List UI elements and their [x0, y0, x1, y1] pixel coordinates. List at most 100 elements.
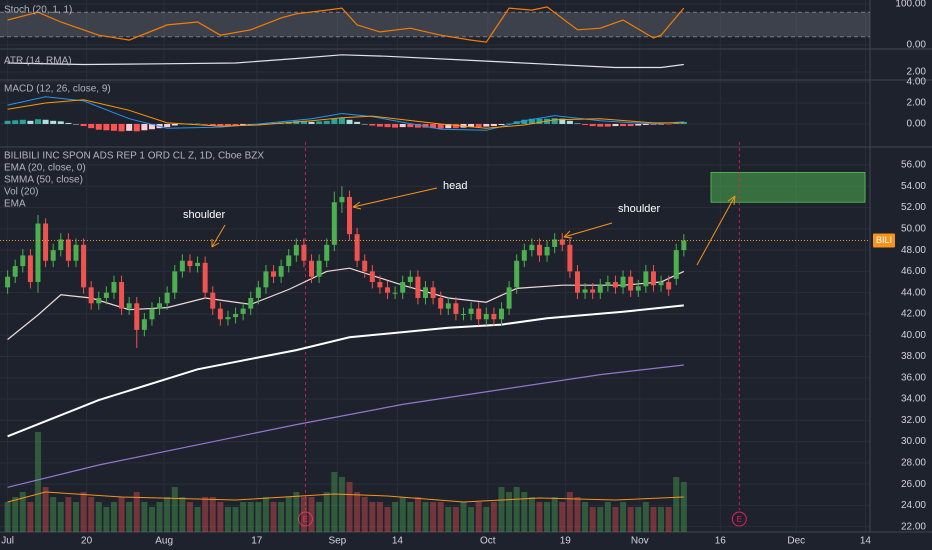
histogram-bar [12, 120, 19, 124]
candle-body [407, 276, 413, 283]
candle-body [392, 292, 398, 294]
y-tick-label: 4.00 [907, 77, 927, 88]
volume-bar [50, 497, 57, 532]
candle-body [141, 319, 147, 330]
histogram-bar [80, 123, 87, 127]
arrow-head [563, 230, 573, 239]
histogram-bar [133, 123, 140, 132]
annotation: shoulder [618, 203, 661, 215]
volume-bar [407, 502, 414, 532]
candle-body [293, 244, 299, 256]
volume-bar [354, 492, 361, 532]
legend-item: EMA (20, close, 0) [4, 163, 86, 174]
histogram-bar [437, 123, 444, 129]
candle-body [460, 313, 466, 315]
histogram-bar [506, 123, 513, 124]
histogram-bar [597, 123, 604, 127]
earnings-marker [297, 511, 313, 527]
y-tick-label: 24.00 [901, 500, 926, 511]
histogram-bar [126, 123, 133, 131]
y-tick-label: 36.00 [901, 372, 926, 383]
candle-body [574, 271, 580, 293]
volume-bar [247, 502, 254, 532]
histogram-bar [658, 123, 665, 125]
y-tick-label: 56.00 [901, 160, 926, 171]
band [0, 12, 870, 37]
y-tick-label: 48.00 [901, 245, 926, 256]
y-tick-label: 38.00 [901, 351, 926, 362]
histogram-bar [202, 123, 209, 125]
candle-body [498, 308, 504, 320]
candle-body [491, 313, 497, 320]
y-tick-label: 52.00 [901, 202, 926, 213]
volume-bar [627, 507, 634, 532]
line [7, 54, 684, 69]
x-tick-label: Jul [1, 536, 14, 547]
volume-bar [316, 502, 323, 532]
histogram-bar [627, 123, 634, 127]
candle-body [415, 276, 421, 298]
candle-body [597, 285, 603, 293]
histogram-bar [574, 123, 581, 124]
candle-body [339, 196, 345, 203]
candle-body [536, 244, 542, 256]
volume-bar [506, 492, 513, 532]
histogram-bar [642, 123, 649, 126]
candle-body [605, 282, 611, 286]
histogram-bar [308, 121, 315, 124]
volume-bar [658, 507, 665, 532]
histogram-bar [635, 123, 642, 126]
volume-bar [164, 497, 171, 532]
volume-bar [604, 502, 611, 532]
annotation: head [443, 180, 467, 192]
volume-bar [620, 502, 627, 532]
volume-bar [27, 502, 34, 532]
y-tick-label: 34.00 [901, 394, 926, 405]
volume-bar [665, 507, 672, 532]
y-tick-label: 26.00 [901, 479, 926, 490]
histogram-bar [422, 123, 429, 128]
pane-title: MACD (12, 26, close, 9) [4, 84, 111, 95]
candle-body [301, 244, 307, 261]
volume-bar [65, 497, 72, 532]
volume-bar [331, 472, 338, 532]
volume-bar [437, 502, 444, 532]
x-tick-label: Sep [328, 536, 346, 547]
candle-body [210, 292, 216, 309]
volume-bar [95, 502, 102, 532]
volume-bar [285, 497, 292, 532]
histogram-bar [483, 123, 490, 127]
volume-bar [209, 497, 216, 532]
histogram-bar [673, 122, 680, 124]
volume-bar [217, 502, 224, 532]
volume-bar [399, 497, 406, 532]
annotation: shoulder [183, 209, 226, 221]
volume-bar [384, 507, 391, 532]
histogram-bar [88, 123, 95, 129]
volume-bar [589, 507, 596, 532]
candle-body [12, 266, 18, 277]
volume-bar [460, 502, 467, 532]
candle-body [506, 287, 512, 309]
histogram-bar [95, 123, 102, 130]
x-tick-label: 14 [392, 536, 404, 547]
volume-bar [338, 477, 345, 532]
candle-body [362, 260, 368, 272]
candle-body [202, 262, 208, 293]
y-tick-label: 0.00 [907, 40, 927, 51]
candle-body [286, 255, 292, 267]
histogram-bar [620, 123, 627, 127]
x-tick-label: 14 [860, 536, 872, 547]
price-tag [873, 233, 895, 248]
volume-bar [680, 482, 687, 532]
volume-bar [186, 502, 193, 532]
candle-body [567, 244, 573, 272]
histogram-bar [103, 123, 110, 131]
annotation-arrow [563, 222, 613, 238]
histogram-bar [551, 118, 558, 124]
x-tick-label: 20 [81, 536, 93, 547]
candle-body [445, 303, 451, 309]
volume-bar [300, 497, 307, 532]
histogram-bar [452, 123, 459, 129]
